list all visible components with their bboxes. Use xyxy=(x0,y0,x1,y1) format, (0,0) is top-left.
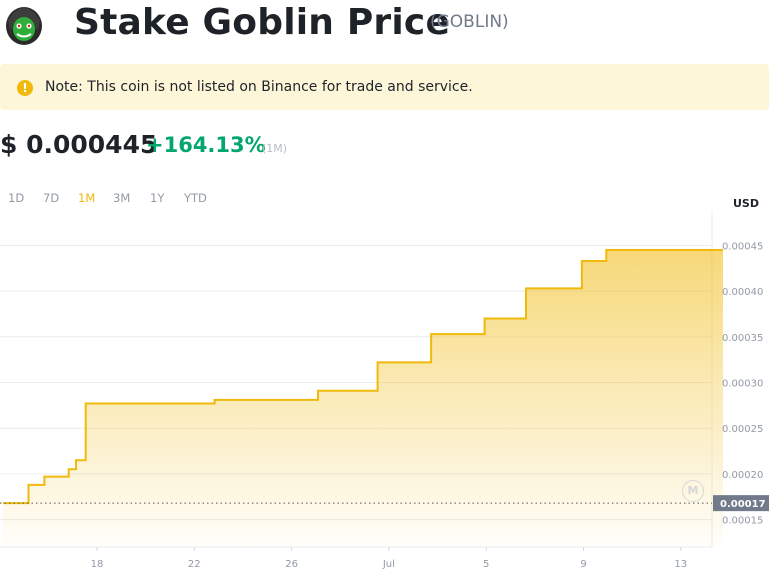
current-price: $ 0.000445 xyxy=(0,130,158,159)
tab-7d[interactable]: 7D xyxy=(43,191,60,205)
x-tick-label: 26 xyxy=(285,559,298,570)
start-price-tag: 0.00017 xyxy=(713,495,769,512)
change-period: (1M) xyxy=(262,142,288,155)
x-axis: 18 22 26 Jul 5 9 13 xyxy=(91,547,687,570)
notice-text: Note: This coin is not listed on Binance… xyxy=(45,79,473,95)
price-line xyxy=(3,249,723,505)
y-tick-label: 0.00015 xyxy=(722,516,763,527)
y-tick-label: 0.00040 xyxy=(722,287,763,298)
tab-1y[interactable]: 1Y xyxy=(150,191,165,205)
price-area xyxy=(3,250,723,547)
start-price-label: 0.00017 xyxy=(720,499,766,510)
tab-1d[interactable]: 1D xyxy=(8,191,25,205)
x-tick-label: 9 xyxy=(580,559,586,570)
y-axis: 0.00045 0.00040 0.00035 0.00030 0.00025 0.000… xyxy=(722,241,763,526)
page-title: Stake Goblin Price xyxy=(74,2,451,43)
tab-ytd[interactable]: YTD xyxy=(184,191,207,205)
currency-label: USD xyxy=(733,197,759,210)
y-tick-label: 0.00030 xyxy=(722,379,763,390)
price-change: +164.13% xyxy=(146,133,266,157)
x-tick-label: Jul xyxy=(382,559,395,570)
tab-3m[interactable]: 3M xyxy=(113,191,131,205)
watermark-icon: M xyxy=(682,480,704,502)
tab-1m[interactable]: 1M xyxy=(78,191,96,205)
y-tick-label: 0.00035 xyxy=(722,333,763,344)
x-tick-label: 5 xyxy=(483,559,489,570)
page-header: Stake Goblin Price (GOBLIN) xyxy=(0,0,783,50)
y-tick-label: 0.00045 xyxy=(722,241,763,252)
notice-banner: ! Note: This coin is not listed on Binan… xyxy=(0,64,769,110)
y-tick-label: 0.00025 xyxy=(722,424,763,435)
y-tick-label: 0.00020 xyxy=(722,470,763,481)
price-chart[interactable]: 0.00045 0.00040 0.00035 0.00030 0.00025 0.000… xyxy=(0,210,783,575)
x-tick-label: 18 xyxy=(91,559,104,570)
x-tick-label: 13 xyxy=(674,559,687,570)
x-tick-label: 22 xyxy=(188,559,201,570)
coin-ticker: (GOBLIN) xyxy=(430,12,509,32)
exclamation-icon: ! xyxy=(17,80,33,96)
coin-logo-icon xyxy=(4,2,44,46)
